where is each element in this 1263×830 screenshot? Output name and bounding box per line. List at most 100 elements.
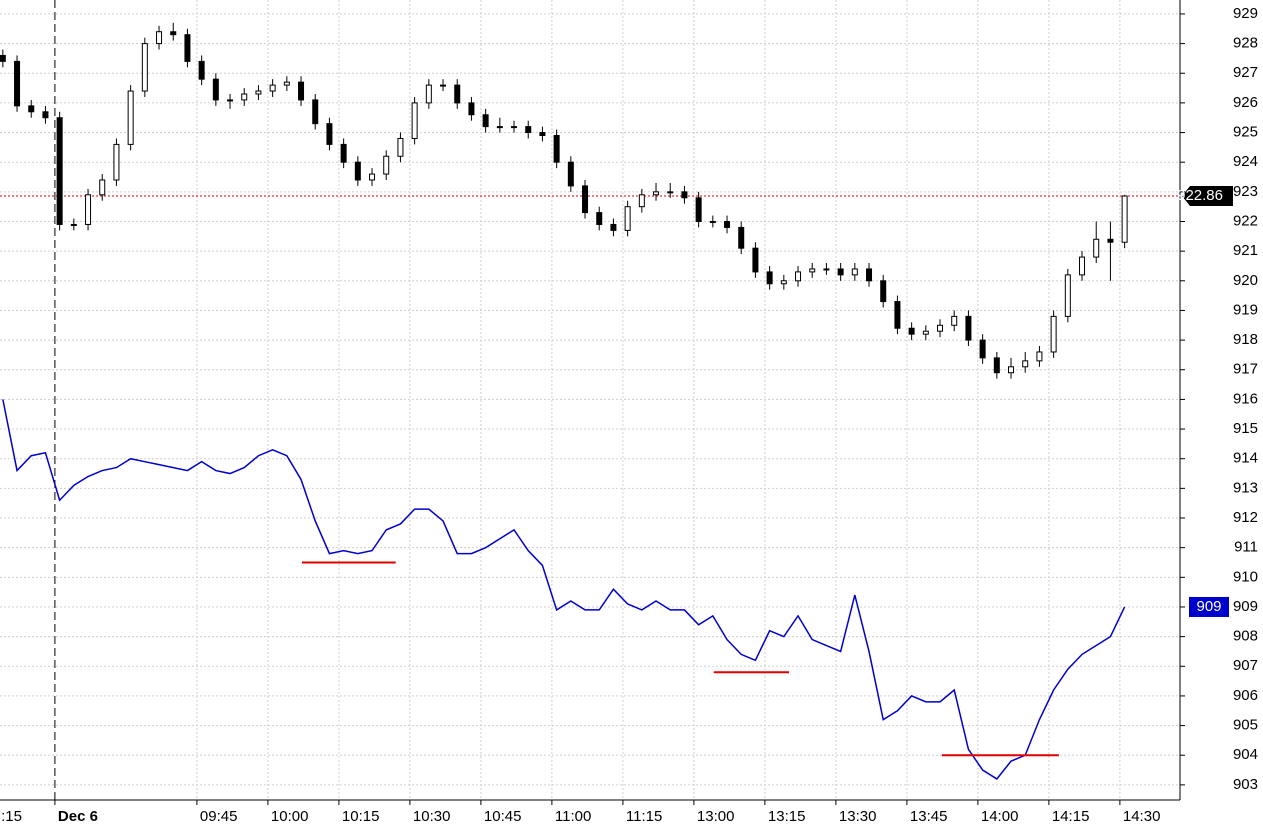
candle-body [0,54,6,62]
candle-body [1036,351,1043,362]
y-tick-label: 914 [1233,450,1258,467]
candle-body [922,330,929,335]
candle-body [539,132,546,137]
y-tick-label: 922 [1233,212,1258,229]
candle-body [326,123,333,145]
y-tick-label: 918 [1233,331,1258,348]
x-tick-label: 10:15 [342,808,380,825]
candle-body [823,268,830,271]
candle-body [752,247,759,273]
y-tick-label: 929 [1233,5,1258,22]
candle-body [667,191,674,194]
line-series [2,399,1126,780]
x-tick-label: Dec 6 [58,808,98,825]
candle-body [127,90,134,145]
candle-body [993,357,1000,374]
x-tick-label: 10:30 [413,808,451,825]
x-tick-label: 14:00 [981,808,1019,825]
x-tick-label: 13:15 [768,808,806,825]
y-tick-label: 904 [1233,746,1258,763]
candle-body [482,114,489,128]
candle-body [383,155,390,175]
y-tick-label: 915 [1233,420,1258,437]
candle-body [354,161,361,181]
candle-body [979,339,986,359]
candle-body [624,206,631,231]
candle-body [866,268,873,282]
candle-body [894,301,901,329]
candle-body [411,102,418,139]
candle-body [596,212,603,225]
candle-body [695,197,702,222]
candle-body [1107,238,1114,243]
candle-body [227,99,234,102]
candle-body [1022,360,1029,368]
candle-body [653,191,660,196]
y-tick-label: 907 [1233,657,1258,674]
candle-body [42,111,49,119]
x-tick-label: 14:30 [1123,808,1161,825]
candle-body [496,126,503,129]
y-tick-label: 926 [1233,94,1258,111]
candle-body [298,81,305,101]
candle-body [85,194,92,225]
y-tick-label: 919 [1233,301,1258,318]
candle-body [908,327,915,335]
candle-body [851,268,858,276]
candle-body [738,226,745,249]
y-tick-label: 913 [1233,479,1258,496]
candle-body [198,60,205,80]
y-tick-label: 920 [1233,272,1258,289]
x-tick-label: 13:00 [697,808,735,825]
candle-body [880,280,887,303]
candle-body [255,90,262,95]
candle-body [454,84,461,104]
candle-body [582,185,589,214]
candle-body [269,84,276,92]
candle-body [525,126,532,134]
y-tick-label: 928 [1233,35,1258,52]
candle-body [795,271,802,282]
x-tick-label: 11:00 [555,808,591,825]
candle-body [440,84,447,87]
candle-body [1093,238,1100,258]
y-tick-label: 923 [1233,183,1258,200]
candle-body [1050,315,1057,353]
last-price-tag [1182,185,1233,206]
y-tick-label: 906 [1233,687,1258,704]
candle-body [553,135,560,163]
x-tick-label: 10:00 [271,808,309,825]
candle-body [14,60,21,107]
candle-body [610,223,617,231]
candle-body [141,43,148,92]
candle-body [340,143,347,163]
x-tick-label: 14:15 [1052,808,1090,825]
y-tick-label: 911 [1234,539,1258,556]
candle-body [709,220,716,223]
y-tick-label: 927 [1233,64,1258,81]
last-price-label: 922.86 [1177,187,1223,204]
y-tick-label: 903 [1233,776,1258,793]
candle-body [56,117,63,225]
candle-body [638,194,645,208]
y-tick-label: 912 [1233,509,1258,526]
candle-body [951,315,958,326]
candle-body [1064,274,1071,317]
last-line-tag [1189,596,1229,617]
candle-body [809,268,816,273]
x-tick-label: 10:45 [484,808,522,825]
candle-body [397,137,404,157]
x-tick-label: 13:45 [910,808,948,825]
y-tick-label: 916 [1233,390,1258,407]
y-tick-label: 909 [1233,598,1258,615]
candle-body [425,84,432,104]
candle-body [28,105,35,113]
candle-body [681,191,688,199]
candle-body [1121,195,1128,243]
candle-body [113,143,120,181]
candle-body [937,324,944,332]
candle-body [724,220,731,228]
y-tick-label: 924 [1233,153,1258,170]
y-tick-label: 917 [1233,361,1258,378]
candle-body [780,280,787,285]
